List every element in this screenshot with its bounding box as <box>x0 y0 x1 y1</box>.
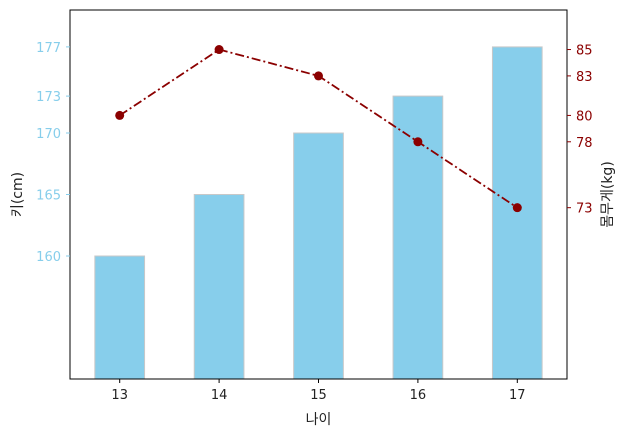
left-axis-label: 키(cm) <box>10 172 26 217</box>
right-tick-label: 78 <box>576 136 593 151</box>
line-series <box>115 45 522 213</box>
bar <box>491 46 543 380</box>
right-axis-label: 몸무게(kg) <box>600 161 616 228</box>
left-tick-label: 173 <box>36 90 61 105</box>
left-tick-label: 165 <box>36 189 61 204</box>
bar <box>193 194 245 380</box>
bar <box>94 255 146 380</box>
right-tick-label: 80 <box>576 109 593 124</box>
bar <box>293 132 344 380</box>
right-tick-label: 83 <box>576 70 593 85</box>
left-axis-ticks: 160 165 170 173 177 <box>36 41 70 265</box>
line-point <box>214 45 224 55</box>
right-axis-ticks: 73 78 80 83 85 <box>567 44 593 217</box>
line-point <box>512 203 522 213</box>
line-point <box>314 71 323 81</box>
x-axis-ticks: 13 14 15 16 17 <box>111 379 526 403</box>
left-tick-label: 177 <box>36 41 61 56</box>
x-tick-label: 16 <box>410 388 427 403</box>
x-tick-label: 14 <box>211 388 228 403</box>
bar-series <box>94 46 543 380</box>
x-tick-label: 15 <box>310 388 327 403</box>
left-tick-label: 170 <box>36 127 61 142</box>
x-tick-label: 17 <box>509 388 526 403</box>
x-axis-label: 나이 <box>306 412 332 428</box>
left-tick-label: 160 <box>36 250 61 265</box>
line-point <box>115 110 125 120</box>
right-tick-label: 73 <box>576 202 593 217</box>
x-tick-label: 13 <box>111 388 128 403</box>
line-point <box>413 137 423 147</box>
right-tick-label: 85 <box>576 44 593 59</box>
